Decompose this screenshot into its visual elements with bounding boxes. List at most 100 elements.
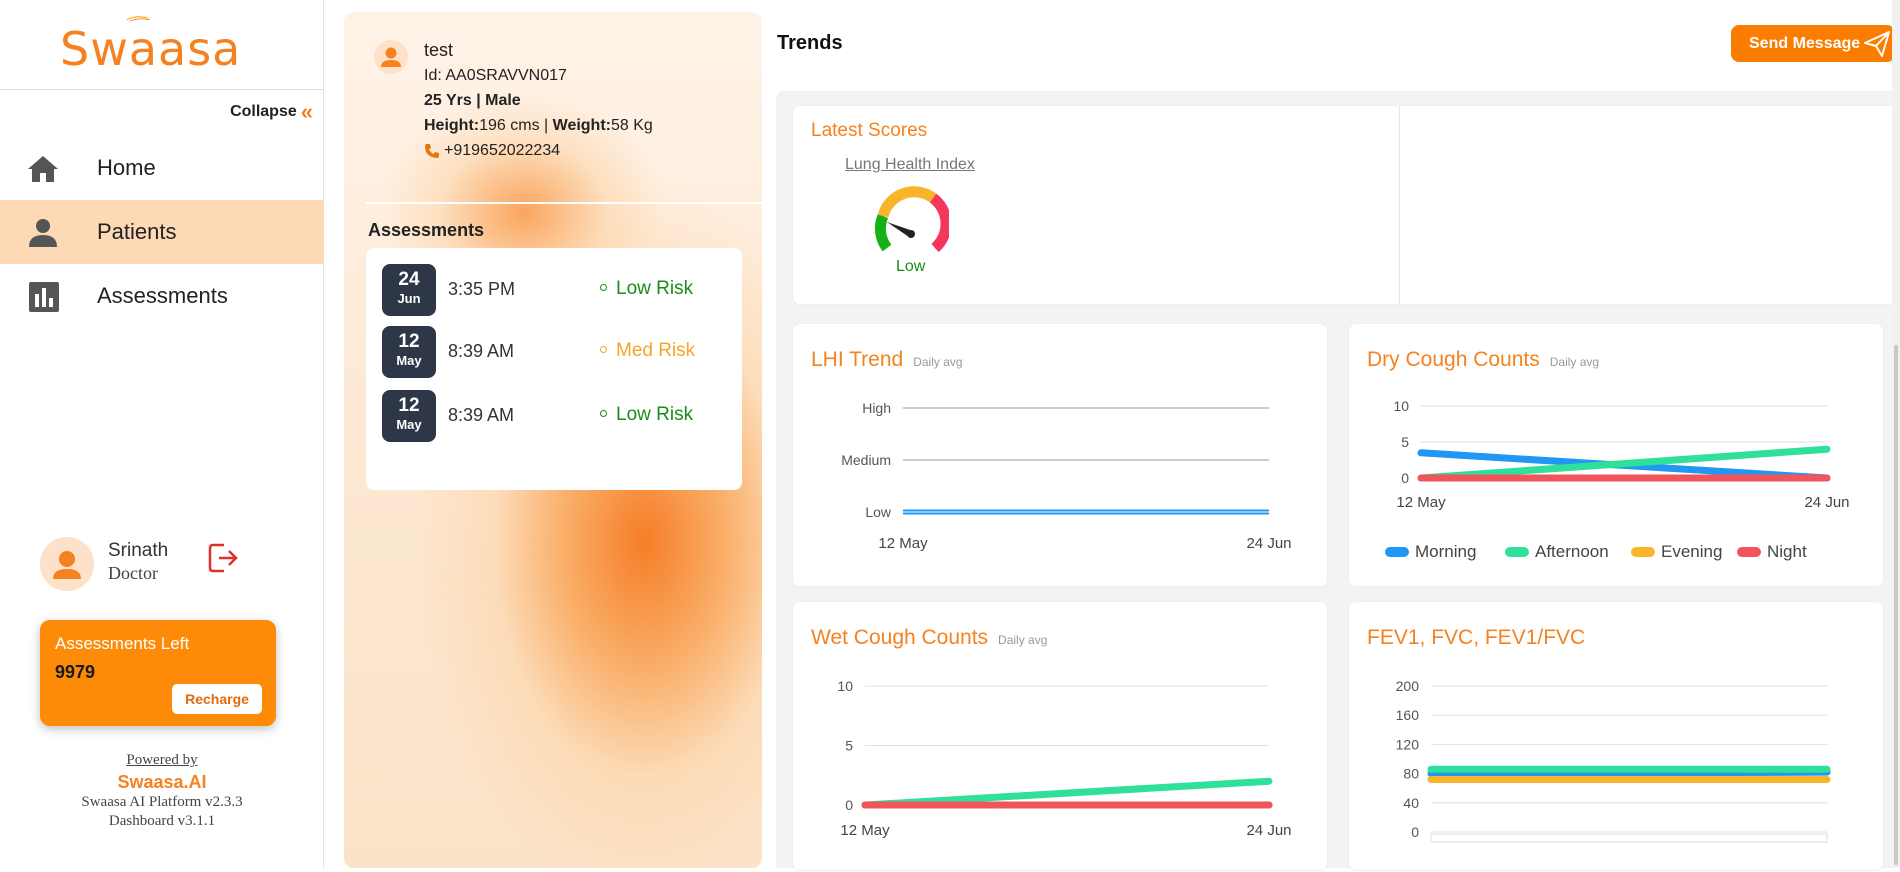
date-badge: 24 Jun: [382, 264, 436, 316]
double-chevron-left-icon: «: [300, 99, 313, 124]
x-tick-label: 24 Jun: [1804, 494, 1849, 511]
nav-label: Patients: [97, 219, 177, 244]
assessment-row[interactable]: 12 May 8:39 AM Med Risk: [382, 326, 732, 378]
divider: [0, 89, 324, 90]
x-tick-label: 12 May: [878, 535, 928, 552]
date-day: 12: [398, 331, 420, 352]
y-tick-label: 10: [837, 678, 853, 694]
send-message-button[interactable]: Send Message: [1731, 25, 1895, 62]
nav-label: Assessments: [97, 283, 228, 308]
assessment-row[interactable]: 12 May 8:39 AM Low Risk: [382, 390, 732, 442]
date-day: 12: [398, 395, 420, 416]
logout-icon[interactable]: [206, 541, 240, 575]
latest-scores-title: Latest Scores: [811, 120, 928, 141]
chart-title-text: FEV1, FVC, FEV1/FVC: [1367, 626, 1586, 649]
lhi-trend-card: LHI Trend Daily avg Low Medium High 12 May 24…: [792, 323, 1328, 587]
legend-label: Afternoon: [1535, 542, 1609, 561]
x-axis-scroll-track: [1430, 833, 1828, 843]
person-icon: [29, 219, 57, 247]
series-line: [1417, 445, 1831, 482]
person-icon: [381, 47, 401, 67]
patient-phone-number: +919652022234: [444, 142, 561, 159]
lhi-gauge: [874, 186, 949, 253]
fev1-fvc-chart: 0 40 80 120 160 200: [1396, 678, 1831, 843]
y-tick-label: 40: [1403, 795, 1419, 811]
avatar[interactable]: [40, 537, 94, 591]
height-value: 196 cms: [479, 117, 540, 134]
weight-value: 58 Kg: [610, 117, 653, 134]
nav-item-home[interactable]: Home: [0, 136, 324, 200]
legend-swatch: [1631, 547, 1655, 557]
risk-label: Low Risk: [616, 404, 694, 425]
risk-label: Low Risk: [616, 278, 694, 299]
x-tick-label: 12 May: [840, 822, 890, 839]
series-line: [861, 777, 1273, 809]
dry-cough-card: Dry Cough Counts Daily avg 0 5 10 12 May 24 J…: [1348, 323, 1884, 587]
assessments-left-card: Assessments Left 9979 Recharge: [40, 620, 276, 726]
scrollbar-thumb[interactable]: [1894, 345, 1898, 865]
lung-health-index-link[interactable]: Lung Health Index: [845, 156, 975, 173]
lhi-gauge-label: Low: [896, 258, 926, 275]
footer: Powered by Swaasa.AI Swaasa AI Platform …: [0, 752, 324, 831]
y-tick-label: 0: [1401, 470, 1409, 486]
collapse-button[interactable]: Collapse «: [230, 99, 313, 124]
y-tick-label: 5: [845, 738, 853, 754]
user-role: Doctor: [108, 563, 158, 583]
x-tick-label: 12 May: [1396, 494, 1446, 511]
latest-scores-card: Latest Scores Lung Health Index Low: [792, 105, 1900, 305]
date-day: 24: [398, 269, 420, 290]
wet-cough-chart: 0 5 10 12 May 24 Jun: [837, 678, 1291, 839]
logo[interactable]: Swaasa: [60, 22, 242, 76]
swaasa-logo-swoosh-icon: [126, 16, 150, 22]
patient-phone: +919652022234: [424, 138, 653, 163]
collapse-label: Collapse: [230, 103, 297, 120]
assessment-row[interactable]: 24 Jun 3:35 PM Low Risk: [382, 264, 732, 316]
nav-item-patients[interactable]: Patients: [0, 200, 324, 264]
chart-subtitle: Daily avg: [913, 355, 963, 369]
assessments-left-title: Assessments Left: [55, 634, 190, 653]
patient-height-weight: Height:196 cms | Weight:58 Kg: [424, 113, 653, 138]
sidebar: Swaasa Collapse « Home Patients Assessme…: [0, 0, 324, 868]
risk-dot-icon: [600, 284, 607, 291]
height-label: Height:: [424, 117, 480, 134]
assessments-left-count: 9979: [55, 662, 96, 682]
risk-dot-icon: [600, 410, 607, 417]
divider: [366, 202, 762, 204]
chart-title-text: LHI Trend: [811, 348, 904, 371]
dashboard-version: Dashboard v3.1.1: [108, 813, 216, 829]
legend-swatch: [1737, 547, 1761, 557]
assessment-time: 8:39 AM: [448, 405, 515, 425]
footer-brand[interactable]: Swaasa.AI: [117, 772, 207, 792]
patient-name: test: [424, 40, 454, 60]
fev1-fvc-card: FEV1, FVC, FEV1/FVC 0 40 80 120 160 200: [1348, 601, 1884, 871]
phone-icon: [425, 143, 439, 158]
y-tick-label: 200: [1396, 678, 1420, 694]
assessment-list: 24 Jun 3:35 PM Low Risk 12 May 8:39 AM M…: [366, 248, 742, 490]
wet-cough-card: Wet Cough Counts Daily avg 0 5 10 12 May 24 J…: [792, 601, 1328, 871]
legend-label: Evening: [1661, 542, 1722, 561]
chart-subtitle: Daily avg: [998, 633, 1048, 647]
user-name: Srinath: [108, 540, 169, 561]
home-icon: [28, 156, 58, 182]
y-tick-label: Medium: [841, 452, 891, 468]
platform-version: Swaasa AI Platform v2.3.3: [81, 794, 243, 810]
lhi-trend-chart: Low Medium High 12 May 24 Jun: [841, 400, 1291, 552]
paper-plane-icon: [1864, 31, 1890, 57]
recharge-button[interactable]: Recharge: [172, 684, 262, 714]
date-month: May: [396, 353, 422, 368]
assessments-heading: Assessments: [368, 220, 485, 240]
weight-label: Weight:: [552, 117, 611, 134]
chart-title: FEV1, FVC, FEV1/FVC: [1367, 626, 1585, 650]
patient-avatar: [374, 40, 408, 74]
chart-subtitle: Daily avg: [1549, 355, 1600, 369]
y-tick-label: 0: [845, 797, 853, 813]
chart-title-text: Wet Cough Counts: [811, 626, 989, 649]
divider: [1399, 106, 1400, 304]
nav-item-assessments[interactable]: Assessments: [0, 264, 324, 328]
chart-title: Wet Cough Counts Daily avg: [811, 626, 1047, 650]
bar-chart-icon: [29, 282, 59, 312]
legend-swatch: [1505, 547, 1529, 557]
date-badge: 12 May: [382, 390, 436, 442]
powered-by: Powered by: [126, 752, 198, 768]
y-tick-label: 160: [1396, 707, 1420, 723]
